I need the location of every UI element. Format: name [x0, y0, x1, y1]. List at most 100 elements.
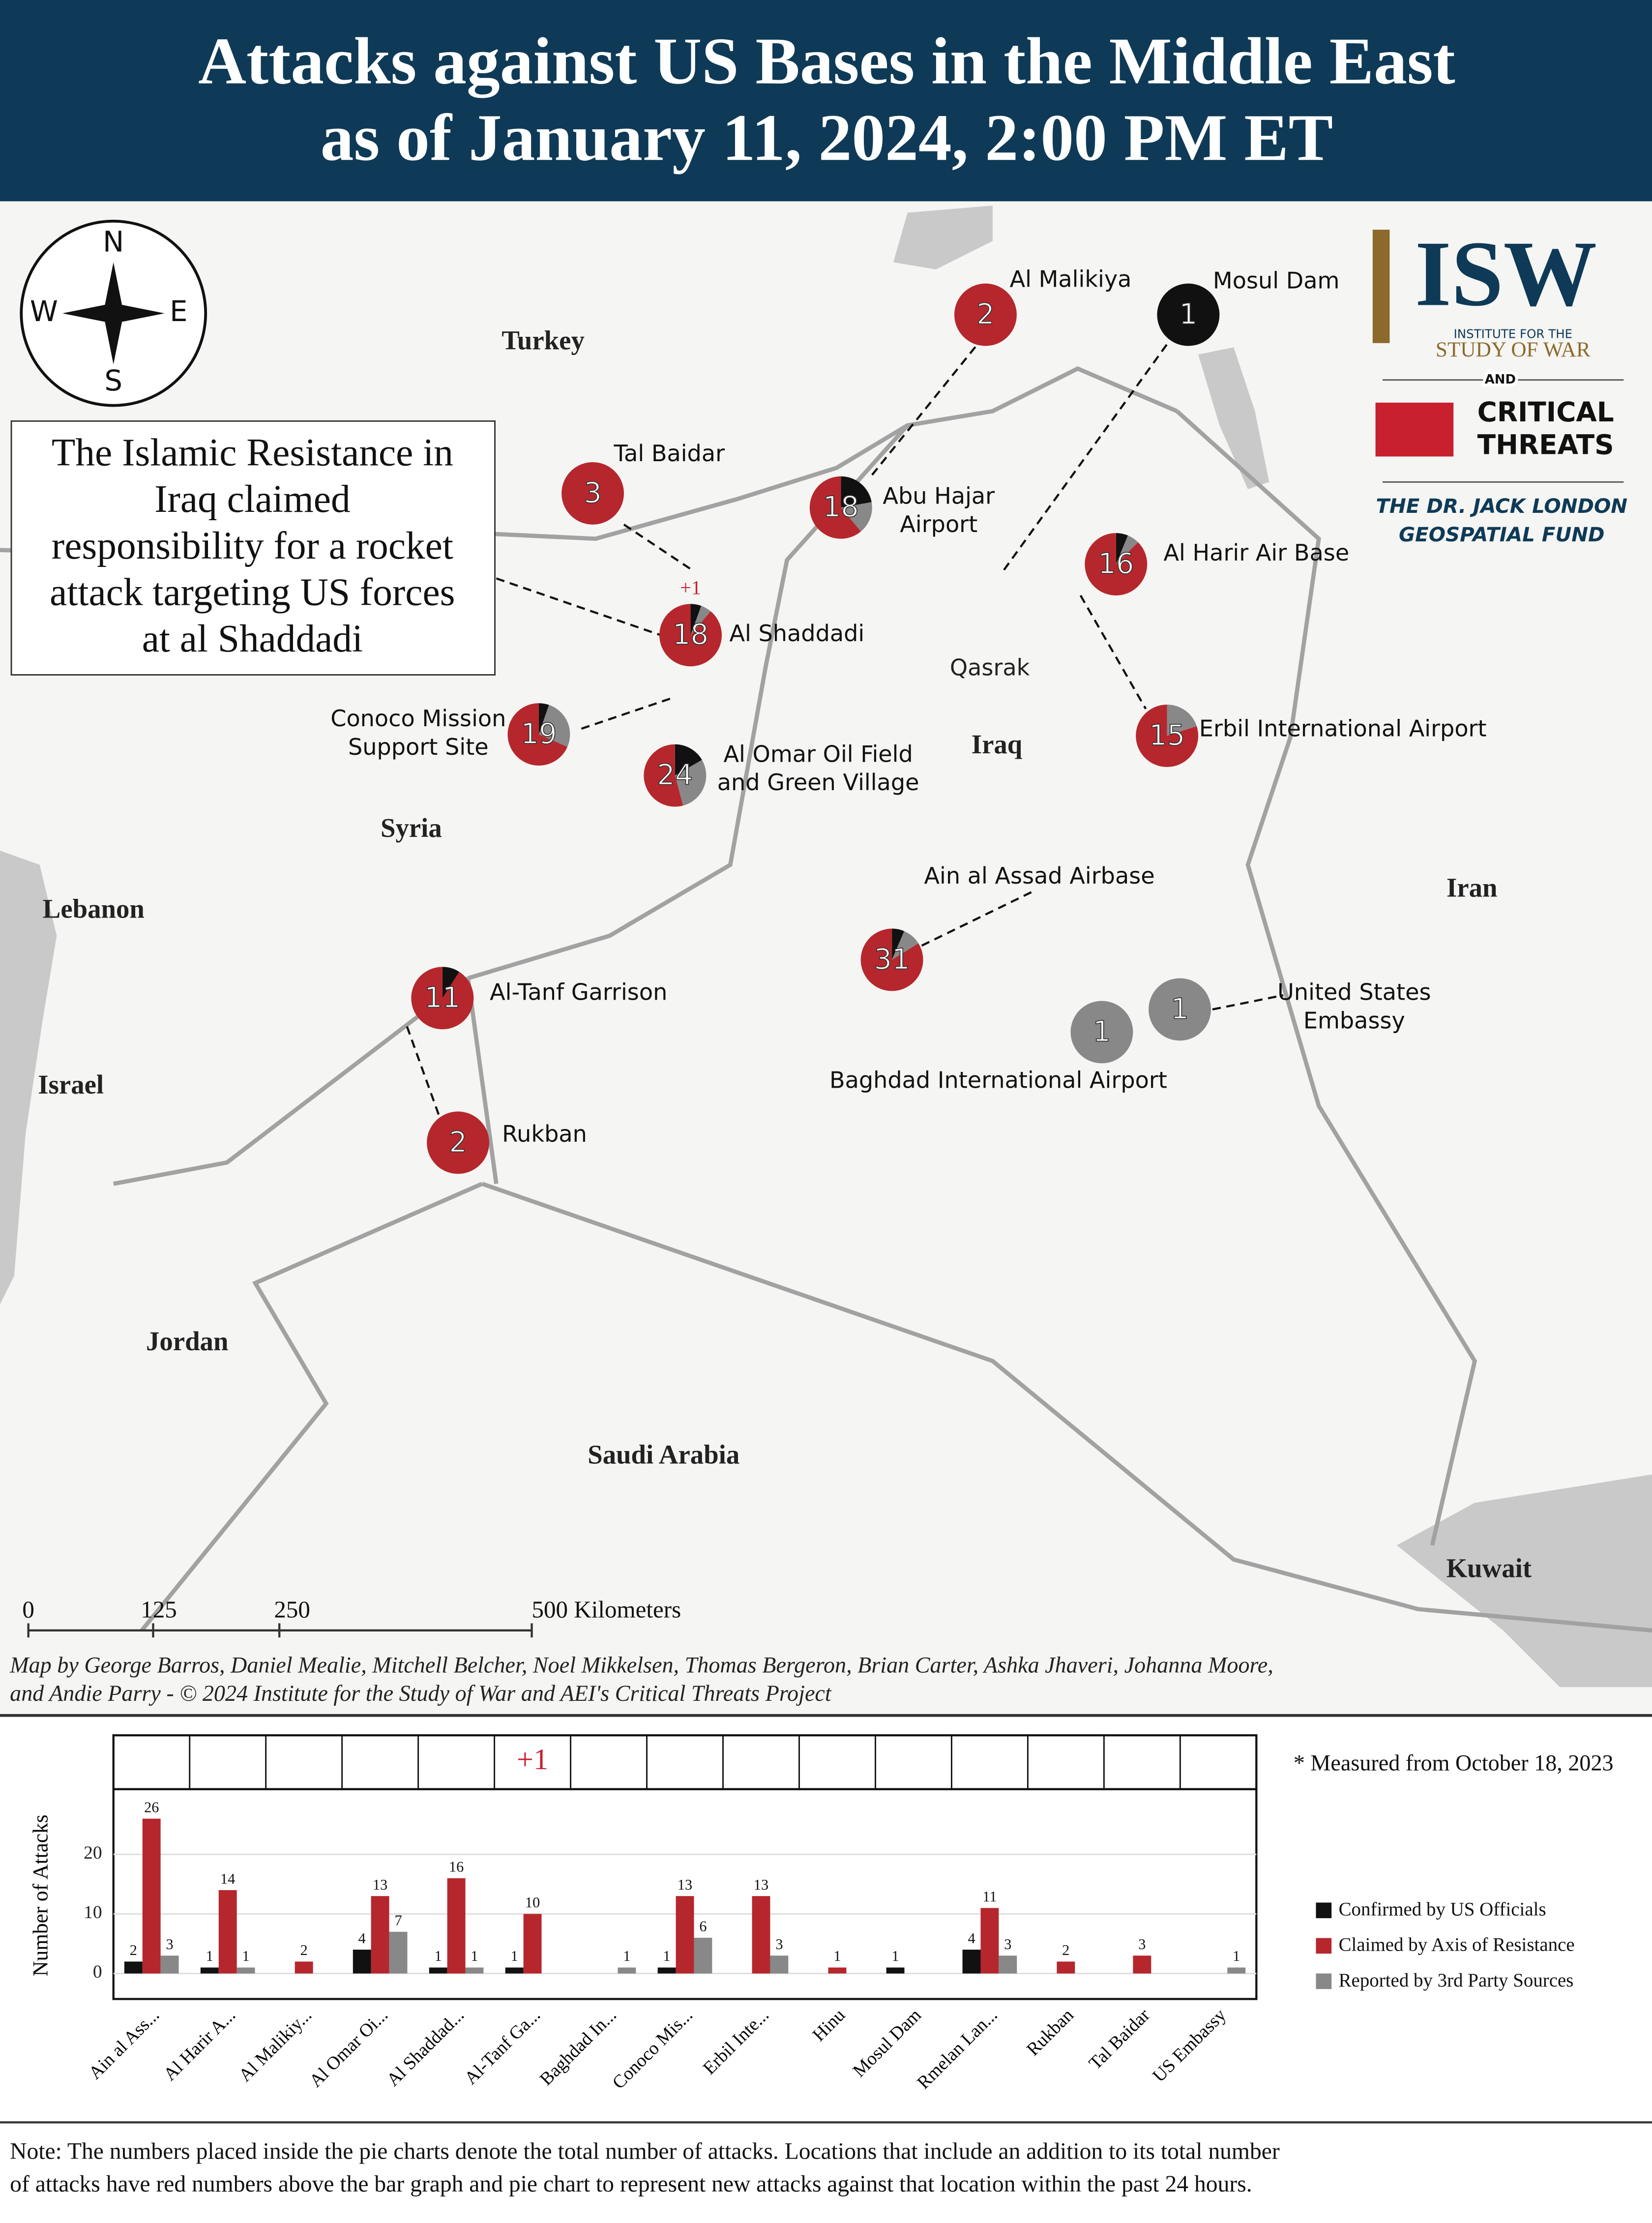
pie-slice — [1167, 704, 1197, 736]
compass-letter: N — [103, 225, 124, 259]
legend-label: Confirmed by US Officials — [1339, 1899, 1546, 1920]
logo-text: INSTITUTE FOR THE — [1454, 326, 1573, 341]
bar-value: 1 — [833, 1948, 841, 1964]
pie-slice — [841, 476, 872, 508]
pie-slice — [1070, 1001, 1133, 1064]
pie-label: Tal Baidar — [614, 440, 725, 467]
bar — [618, 1967, 636, 1974]
bar-value: 1 — [435, 1948, 442, 1964]
bar-value: 2 — [1062, 1942, 1069, 1958]
note: Note: The numbers placed inside the pie … — [10, 2139, 1280, 2164]
pie-label: Abu Hajar — [883, 483, 995, 509]
pie-label: Embassy — [1303, 1007, 1405, 1034]
x-tick-label: Al Shaddad... — [383, 2005, 468, 2090]
bar-value: 1 — [242, 1948, 250, 1964]
pie-slice — [690, 604, 702, 635]
scale-label: 0 — [22, 1596, 34, 1623]
compass-letter: E — [170, 295, 187, 328]
bar — [676, 1896, 694, 1974]
x-tick-label: Al Omar Oi... — [306, 2005, 392, 2091]
pie-slice — [675, 744, 702, 776]
bar-value: 1 — [623, 1948, 630, 1964]
bar — [124, 1961, 143, 1974]
pie-total: 15 — [1149, 718, 1185, 752]
bar — [295, 1961, 313, 1974]
pie-total: 2 — [449, 1125, 467, 1158]
scale-bar — [27, 1623, 533, 1638]
pie-total: 3 — [584, 476, 602, 509]
pie-label: Mosul Dam — [1213, 267, 1340, 294]
pie-label: United States — [1277, 979, 1431, 1006]
bar-value: 2 — [130, 1942, 137, 1958]
logo-isw: ISW — [1415, 222, 1597, 326]
pie-total: 16 — [1098, 547, 1134, 580]
bar — [429, 1967, 447, 1974]
pie-label: Al Omar Oil Field — [724, 741, 913, 767]
pie-slice — [538, 705, 570, 747]
y-axis-label: Number of Attacks — [29, 1814, 52, 1976]
bar — [999, 1956, 1017, 1974]
bar — [447, 1878, 466, 1974]
pie-total: 1 — [1180, 297, 1198, 331]
bar — [657, 1967, 676, 1974]
bar-value: 1 — [471, 1948, 478, 1964]
logo-text: CRITICAL — [1477, 396, 1614, 428]
logo-text: GEOSPATIAL FUND — [1399, 523, 1605, 546]
pie-total: 11 — [424, 980, 460, 1014]
x-tick-label: Tal Baidar — [1085, 2005, 1154, 2074]
logo-text: AND — [1485, 372, 1516, 387]
pie-slice — [538, 703, 549, 735]
pie-slice — [561, 462, 624, 525]
pie-label: Ain al Assad Airbase — [924, 862, 1154, 889]
bar-value: 11 — [982, 1888, 997, 1905]
pie-total: 1 — [1093, 1015, 1111, 1048]
x-tick-label: Hinu — [809, 2005, 849, 2045]
pie-slice — [659, 604, 722, 667]
bar — [694, 1937, 712, 1974]
pie-label: Rukban — [502, 1121, 587, 1147]
x-tick-label: US Embassy — [1149, 2005, 1230, 2086]
leader-lines — [406, 339, 1284, 1118]
bar-value: 1 — [511, 1948, 518, 1964]
country-label: Israel — [38, 1069, 104, 1099]
x-tick-label: Al Harir A... — [160, 2005, 239, 2085]
bar — [1227, 1967, 1246, 1974]
scale-label: 125 — [141, 1596, 177, 1623]
bar — [353, 1950, 371, 1974]
pie-slice — [1116, 533, 1128, 564]
x-tick-label: Baghdad In... — [536, 2005, 620, 2090]
pie-slice — [809, 476, 861, 539]
bar-value: 13 — [678, 1876, 692, 1893]
pie-total: 18 — [673, 618, 708, 651]
bar-value: 4 — [968, 1930, 975, 1947]
bar — [142, 1818, 161, 1974]
pie-label: Conoco Mission — [330, 705, 506, 732]
footnote: * Measured from October 18, 2023 — [1294, 1750, 1614, 1775]
pie-total: 1 — [1171, 992, 1189, 1025]
pie-slice — [892, 931, 918, 960]
x-tick-label: Rmelan Lan... — [914, 2005, 1002, 2093]
ct-emblem — [1375, 402, 1454, 457]
country-label: Iraq — [972, 729, 1023, 759]
pie-slice — [442, 967, 460, 998]
y-tick-label: 10 — [84, 1902, 102, 1923]
pie-label: Al Shaddadi — [729, 620, 864, 647]
bar-value: 26 — [144, 1799, 159, 1815]
bar-value: 13 — [373, 1876, 387, 1893]
scale-label: 500 Kilometers — [532, 1596, 681, 1623]
bar — [200, 1967, 219, 1974]
country-label: Turkey — [502, 325, 584, 355]
credits: and Andie Parry - © 2024 Institute for t… — [10, 1681, 832, 1706]
pie-slice — [841, 502, 872, 532]
pie-slice — [644, 744, 683, 807]
x-tick-label: Al-Tanf Ga... — [461, 2005, 544, 2089]
pie-label: Al-Tanf Garrison — [490, 979, 667, 1006]
new-attacks: +1 — [680, 577, 701, 599]
logo-text: STUDY OF WAR — [1436, 338, 1591, 361]
x-tick-label: Conoco Mis... — [609, 2005, 697, 2093]
legend-swatch — [1316, 1902, 1332, 1919]
country-label: Syria — [381, 813, 442, 843]
terrain — [0, 206, 1652, 1688]
bar-value: 4 — [358, 1930, 366, 1947]
